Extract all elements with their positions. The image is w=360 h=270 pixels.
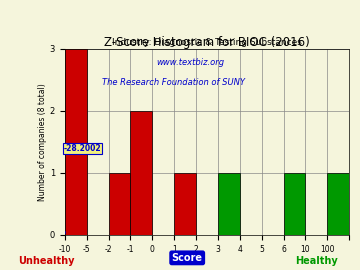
Text: Healthy: Healthy — [296, 256, 338, 266]
Bar — [284, 173, 305, 235]
Text: Industry: Diagnostic & Testing Substances: Industry: Diagnostic & Testing Substance… — [112, 38, 302, 47]
Text: www.textbiz.org: www.textbiz.org — [156, 58, 224, 67]
Text: Unhealthy: Unhealthy — [19, 256, 75, 266]
Y-axis label: Number of companies (8 total): Number of companies (8 total) — [38, 83, 47, 201]
Bar — [218, 173, 240, 235]
Text: The Research Foundation of SUNY: The Research Foundation of SUNY — [102, 78, 245, 87]
Title: Z-Score Histogram for BIOC (2016): Z-Score Histogram for BIOC (2016) — [104, 36, 310, 49]
Bar — [109, 173, 130, 235]
Text: Score: Score — [172, 253, 203, 263]
Bar — [174, 173, 196, 235]
Text: -28.2002: -28.2002 — [64, 144, 101, 153]
Bar — [327, 173, 349, 235]
Bar — [130, 111, 152, 235]
Bar — [65, 49, 87, 235]
